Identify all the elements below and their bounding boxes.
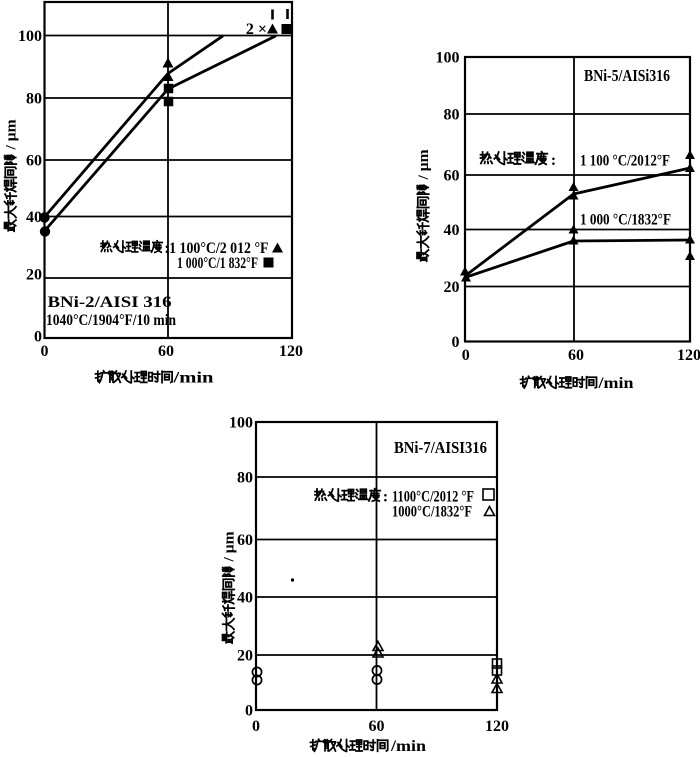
svg-text:120: 120 <box>279 343 303 360</box>
svg-text:1100°C/2012 °F: 1100°C/2012 °F <box>392 489 474 506</box>
svg-text:BNi-7/AISI316: BNi-7/AISI316 <box>394 438 487 457</box>
svg-text:1 100 °C/2012°F: 1 100 °C/2012°F <box>580 153 670 170</box>
svg-text:0: 0 <box>41 343 49 360</box>
svg-text:0: 0 <box>252 718 260 735</box>
svg-text:100: 100 <box>229 415 253 432</box>
svg-text:60: 60 <box>369 718 385 735</box>
svg-text:60: 60 <box>26 153 42 170</box>
svg-text:/min: /min <box>172 370 214 387</box>
svg-text:1 000 °C/1832°F: 1 000 °C/1832°F <box>580 212 671 229</box>
svg-text:80: 80 <box>26 91 42 108</box>
svg-text:60: 60 <box>237 532 253 549</box>
svg-text:/min: /min <box>597 375 634 392</box>
svg-text:/min: /min <box>390 738 427 755</box>
svg-text:100: 100 <box>436 50 460 67</box>
svg-text:/ μm: / μm <box>4 119 20 150</box>
svg-text:0: 0 <box>452 334 460 351</box>
svg-text::: : <box>383 489 388 506</box>
svg-text:20: 20 <box>237 648 253 665</box>
svg-text:1040°C/1904°F/10 min: 1040°C/1904°F/10 min <box>46 312 176 329</box>
svg-text:0: 0 <box>462 347 470 364</box>
svg-text::: : <box>551 152 556 169</box>
svg-text:1 000°C/1 832°F: 1 000°C/1 832°F <box>177 255 258 272</box>
svg-text:/ μm: / μm <box>222 531 238 562</box>
svg-text:60: 60 <box>158 343 174 360</box>
svg-text:BNi-5/AISi316: BNi-5/AISi316 <box>584 66 670 85</box>
svg-text:80: 80 <box>444 107 460 124</box>
svg-text:BNi-2/AISI 316: BNi-2/AISI 316 <box>48 294 172 311</box>
svg-text:80: 80 <box>237 470 253 487</box>
svg-text:1000°C/1832°F: 1000°C/1832°F <box>392 504 472 521</box>
svg-text:20: 20 <box>444 279 460 296</box>
svg-text:100: 100 <box>18 28 42 45</box>
svg-text:60: 60 <box>444 168 460 185</box>
svg-text:40: 40 <box>237 590 253 607</box>
svg-text:40: 40 <box>444 222 460 239</box>
svg-text:/ μm: / μm <box>416 149 432 180</box>
svg-text::1 100°C/2 012 °F: :1 100°C/2 012 °F <box>165 240 269 257</box>
svg-text:0: 0 <box>245 703 253 720</box>
svg-text:0: 0 <box>34 329 42 346</box>
svg-text:120: 120 <box>677 347 700 364</box>
svg-text:20: 20 <box>26 267 42 284</box>
svg-text:120: 120 <box>485 718 509 735</box>
svg-text:40: 40 <box>26 209 42 226</box>
svg-text:60: 60 <box>568 347 584 364</box>
svg-text:2 ×: 2 × <box>246 21 267 38</box>
